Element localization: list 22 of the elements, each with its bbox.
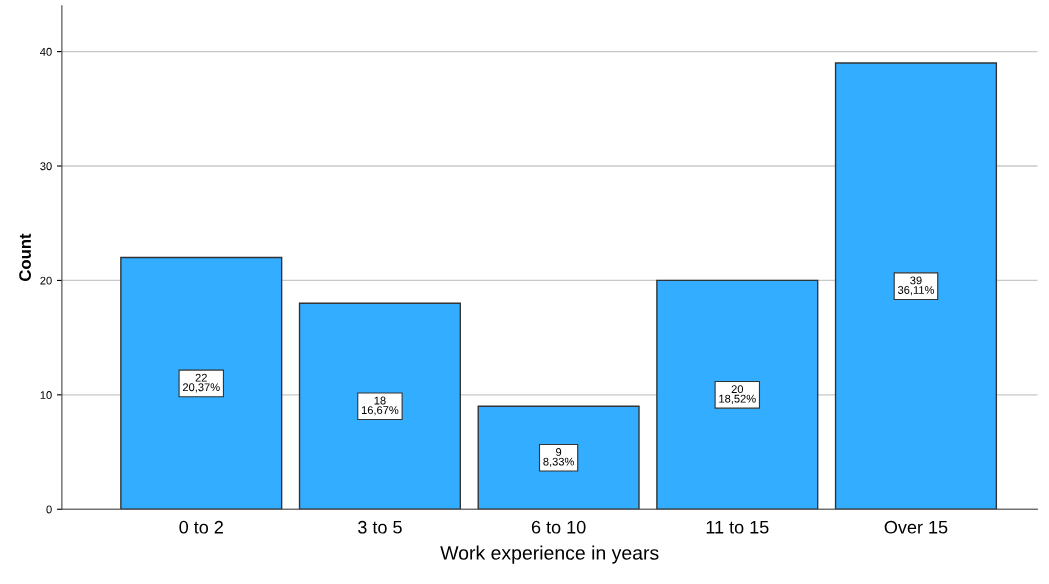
x-tick-label: 3 to 5 <box>358 520 402 534</box>
y-axis-title: Count <box>19 233 31 281</box>
x-tick-label: 0 to 2 <box>179 520 223 534</box>
x-tick-label: 11 to 15 <box>706 521 769 534</box>
bar <box>120 256 283 510</box>
data-label: 20 18,52% <box>719 385 756 404</box>
x-tick-label: 6 to 10 <box>531 520 586 534</box>
y-tick-label: 30 <box>40 162 52 171</box>
bar <box>477 405 640 510</box>
data-label: 18 16,67% <box>361 396 399 416</box>
y-tick-label: 10 <box>40 391 52 399</box>
data-label: 9 8,33% <box>543 448 574 467</box>
bar <box>834 62 998 510</box>
y-tick-label: 40 <box>40 47 52 56</box>
data-label: 39 36,11% <box>897 276 934 296</box>
x-axis-title: Work experience in years <box>440 545 659 564</box>
bar <box>656 279 819 510</box>
y-tick-label: 0 <box>46 505 52 514</box>
data-label: 22 20,37% <box>182 373 220 393</box>
x-tick-label: Over 15 <box>884 520 948 534</box>
y-tick-label: 20 <box>40 276 52 285</box>
bar <box>298 302 462 510</box>
